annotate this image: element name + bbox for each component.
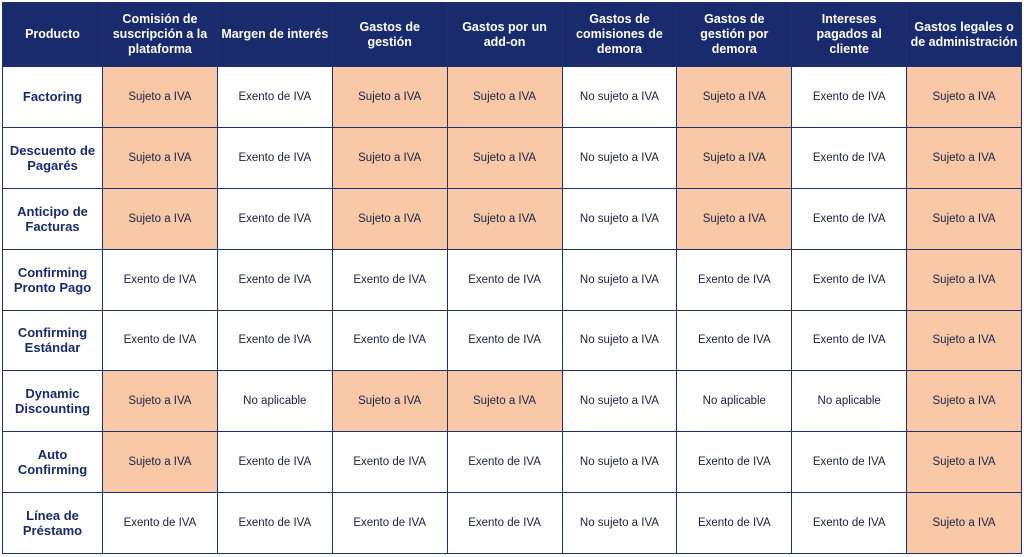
table-row: Confirming Pronto Pago Exento de IVA Exent… [2, 248, 1022, 311]
row-product-label: Línea de Préstamo [2, 492, 103, 554]
header-gastos-gestion: Gastos de gestión [331, 2, 448, 67]
table-cell: No sujeto a IVA [561, 431, 678, 494]
table-cell: Sujeto a IVA [906, 248, 1022, 311]
table-cell: Sujeto a IVA [676, 66, 793, 128]
table-cell: Sujeto a IVA [906, 492, 1022, 554]
header-gastos-gestion-demora: Gastos de gestión por demora [676, 2, 793, 67]
header-comision-suscripcion: Comisión de suscripción a la plataforma [102, 2, 218, 67]
table-cell: Exento de IVA [446, 492, 563, 554]
header-gastos-legales: Gastos legales o de administración [906, 2, 1022, 67]
table-cell: Exento de IVA [791, 309, 908, 372]
table-row: Descuento de Pagarés Sujeto a IVA Exento d… [2, 126, 1022, 189]
table-row: Anticipo de Facturas Sujeto a IVA Exento d… [2, 187, 1022, 250]
table-cell: Sujeto a IVA [906, 187, 1022, 250]
table-cell: Sujeto a IVA [331, 370, 448, 433]
table-cell: No sujeto a IVA [561, 309, 678, 372]
table-row: Línea de Préstamo Exento de IVA Exento de … [2, 492, 1022, 554]
table-cell: Sujeto a IVA [676, 187, 793, 250]
table-cell: Exento de IVA [102, 492, 218, 554]
table-row: Auto Confirming Sujeto a IVA Exento de IVA… [2, 431, 1022, 494]
table-cell: Exento de IVA [216, 248, 333, 311]
table-cell: Exento de IVA [331, 309, 448, 372]
table-cell: No sujeto a IVA [561, 248, 678, 311]
table-cell: Exento de IVA [216, 66, 333, 128]
table-cell: Sujeto a IVA [331, 126, 448, 189]
header-producto: Producto [2, 2, 103, 67]
table-cell: Sujeto a IVA [906, 126, 1022, 189]
row-product-label: Anticipo de Facturas [2, 187, 103, 250]
table-cell: Sujeto a IVA [331, 66, 448, 128]
table-cell: Exento de IVA [446, 248, 563, 311]
table-row: Dynamic Discounting Sujeto a IVA No aplica… [2, 370, 1022, 433]
table-cell: Sujeto a IVA [906, 309, 1022, 372]
header-intereses-pagados: Intereses pagados al cliente [791, 2, 908, 67]
table-cell: Sujeto a IVA [446, 66, 563, 128]
table-cell: Sujeto a IVA [102, 431, 218, 494]
table-cell: Sujeto a IVA [102, 126, 218, 189]
row-product-label: Descuento de Pagarés [2, 126, 103, 189]
table-cell: Sujeto a IVA [906, 66, 1022, 128]
table-cell: Exento de IVA [791, 431, 908, 494]
table-cell: Sujeto a IVA [102, 370, 218, 433]
table-cell: Exento de IVA [216, 126, 333, 189]
table-cell: Exento de IVA [791, 66, 908, 128]
table-cell: No sujeto a IVA [561, 370, 678, 433]
table-row: Factoring Sujeto a IVA Exento de IVA Sujeto… [2, 66, 1022, 128]
table-cell: Sujeto a IVA [331, 187, 448, 250]
row-product-label: Confirming Estándar [2, 309, 103, 372]
row-product-label: Dynamic Discounting [2, 370, 103, 433]
table-cell: No aplicable [791, 370, 908, 433]
table-cell: Sujeto a IVA [446, 187, 563, 250]
table-row: Confirming Estándar Exento de IVA Exento d… [2, 309, 1022, 372]
table-cell: No aplicable [676, 370, 793, 433]
table-cell: No aplicable [216, 370, 333, 433]
table-body: Factoring Sujeto a IVA Exento de IVA Sujeto… [2, 66, 1022, 554]
table-cell: Exento de IVA [216, 309, 333, 372]
table-cell: Exento de IVA [446, 431, 563, 494]
table-cell: Exento de IVA [331, 431, 448, 494]
table-cell: Exento de IVA [331, 492, 448, 554]
header-gastos-comisiones-demora: Gastos de comisiones de demora [561, 2, 678, 67]
table-cell: Exento de IVA [216, 492, 333, 554]
table-cell: Sujeto a IVA [102, 187, 218, 250]
table-cell: Exento de IVA [102, 248, 218, 311]
table-cell: Exento de IVA [791, 187, 908, 250]
table-cell: Exento de IVA [102, 309, 218, 372]
table-cell: No sujeto a IVA [561, 66, 678, 128]
header-margen-interes: Margen de interés [216, 2, 333, 67]
table-cell: No sujeto a IVA [561, 492, 678, 554]
table-cell: Sujeto a IVA [676, 126, 793, 189]
table-cell: Sujeto a IVA [906, 431, 1022, 494]
row-product-label: Factoring [2, 66, 103, 128]
table-cell: Exento de IVA [216, 431, 333, 494]
table-cell: No sujeto a IVA [561, 187, 678, 250]
table-cell: Exento de IVA [216, 187, 333, 250]
table-cell: Exento de IVA [676, 309, 793, 372]
table-cell: Sujeto a IVA [906, 370, 1022, 433]
table-cell: Exento de IVA [791, 492, 908, 554]
row-product-label: Confirming Pronto Pago [2, 248, 103, 311]
table-cell: Exento de IVA [676, 248, 793, 311]
table-cell: Exento de IVA [676, 431, 793, 494]
table-cell: Sujeto a IVA [102, 66, 218, 128]
table-cell: Exento de IVA [791, 248, 908, 311]
table-cell: Sujeto a IVA [446, 126, 563, 189]
table-cell: Exento de IVA [791, 126, 908, 189]
table-cell: No sujeto a IVA [561, 126, 678, 189]
table-cell: Exento de IVA [446, 309, 563, 372]
header-row: Producto Comisión de suscripción a la pl… [2, 2, 1022, 67]
header-gastos-add-on: Gastos por un add-on [446, 2, 563, 67]
table-cell: Exento de IVA [676, 492, 793, 554]
table-cell: Exento de IVA [331, 248, 448, 311]
table-cell: Sujeto a IVA [446, 370, 563, 433]
row-product-label: Auto Confirming [2, 431, 103, 494]
